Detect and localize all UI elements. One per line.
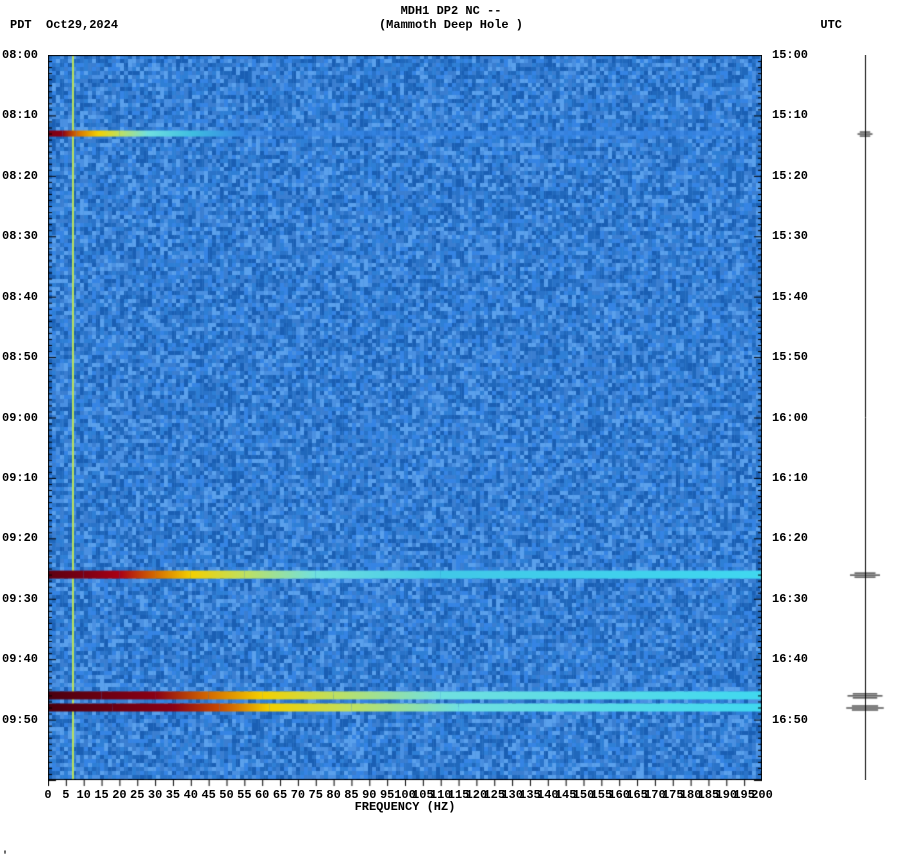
ytick-left-label: 09:00	[2, 411, 38, 425]
ytick-left-label: 08:50	[2, 350, 38, 364]
y-axis-right: 15:0015:1015:2015:3015:4015:5016:0016:10…	[762, 55, 822, 780]
ytick-left-label: 08:30	[2, 229, 38, 243]
title-line1: MDH1 DP2 NC --	[0, 4, 902, 18]
ytick-left-label: 09:40	[2, 652, 38, 666]
ytick-right-label: 16:00	[772, 411, 808, 425]
ytick-right-label: 15:30	[772, 229, 808, 243]
y-axis-left: 08:0008:1008:2008:3008:4008:5009:0009:10…	[0, 55, 48, 780]
ytick-right-label: 16:40	[772, 652, 808, 666]
ytick-left-label: 09:20	[2, 531, 38, 545]
spectrogram-canvas	[48, 55, 762, 780]
ytick-right-label: 15:10	[772, 108, 808, 122]
ytick-left-label: 08:10	[2, 108, 38, 122]
ytick-right-label: 15:00	[772, 48, 808, 62]
ytick-left-label: 09:10	[2, 471, 38, 485]
tz-right: UTC	[820, 18, 842, 32]
ytick-right-label: 15:50	[772, 350, 808, 364]
ytick-left-label: 09:50	[2, 713, 38, 727]
ytick-right-label: 16:30	[772, 592, 808, 606]
ytick-left-label: 08:00	[2, 48, 38, 62]
date: Oct29,2024	[46, 18, 118, 32]
ytick-left-label: 08:40	[2, 290, 38, 304]
x-axis-label: FREQUENCY (HZ)	[48, 800, 762, 814]
amplitude-strip	[835, 55, 895, 780]
header-left: PDT Oct29,2024	[10, 18, 118, 32]
ytick-right-label: 16:10	[772, 471, 808, 485]
ytick-left-label: 08:20	[2, 169, 38, 183]
title-line2: (Mammoth Deep Hole )	[0, 18, 902, 32]
footer-mark: '	[2, 851, 8, 862]
tz-left: PDT	[10, 18, 32, 32]
ytick-right-label: 16:50	[772, 713, 808, 727]
ytick-right-label: 16:20	[772, 531, 808, 545]
ytick-right-label: 15:40	[772, 290, 808, 304]
ytick-left-label: 09:30	[2, 592, 38, 606]
spectrogram-plot	[48, 55, 762, 780]
ytick-right-label: 15:20	[772, 169, 808, 183]
